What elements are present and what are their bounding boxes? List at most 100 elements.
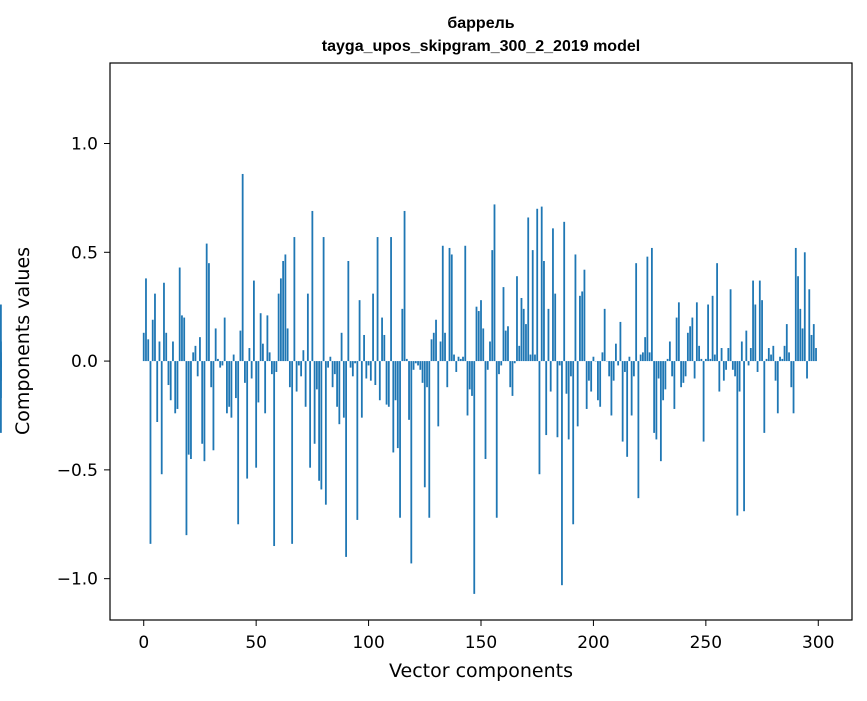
bar-192 xyxy=(575,254,577,361)
bar-12 xyxy=(170,361,172,400)
bar-71 xyxy=(302,350,304,361)
bar-163 xyxy=(509,361,511,387)
bar-139 xyxy=(455,361,457,372)
bar-162 xyxy=(507,326,509,361)
bar-263 xyxy=(734,361,736,376)
bar-28 xyxy=(206,244,208,361)
bar-99 xyxy=(365,361,367,378)
bar-298 xyxy=(813,324,815,361)
bar-246 xyxy=(696,302,698,361)
bar-94 xyxy=(354,361,356,363)
bar-225 xyxy=(649,352,651,361)
bar-191 xyxy=(572,361,574,524)
bar-169 xyxy=(523,309,525,361)
bar-253 xyxy=(712,296,714,361)
bar-75 xyxy=(311,211,313,361)
bar-59 xyxy=(275,361,277,372)
bar-280 xyxy=(772,346,774,361)
bar-209 xyxy=(613,361,615,381)
bar-146 xyxy=(471,361,473,396)
bar-25 xyxy=(199,337,201,361)
bar-258 xyxy=(723,361,725,381)
bar-26 xyxy=(201,361,203,444)
bar-18 xyxy=(183,318,185,362)
bar-104 xyxy=(377,237,379,361)
bar-228 xyxy=(655,361,657,439)
bar-282 xyxy=(777,361,779,413)
bar-93 xyxy=(352,361,354,376)
bar-187 xyxy=(563,222,565,361)
bar-46 xyxy=(246,361,248,478)
bar-152 xyxy=(485,361,487,459)
bar-172 xyxy=(530,355,532,362)
bar-83 xyxy=(329,357,331,361)
bar-112 xyxy=(395,361,397,400)
bar-105 xyxy=(379,361,381,400)
bar-37 xyxy=(226,361,228,413)
bar-237 xyxy=(676,318,678,362)
bar-48 xyxy=(251,361,253,378)
bar-278 xyxy=(768,348,770,361)
bar-185 xyxy=(559,361,561,365)
bar-189 xyxy=(568,361,570,439)
bar-244 xyxy=(691,318,693,362)
bar-61 xyxy=(280,278,282,361)
bar-144 xyxy=(467,361,469,415)
bar-114 xyxy=(399,361,401,518)
bar-296 xyxy=(808,289,810,361)
bar-41 xyxy=(235,361,237,398)
bar-65 xyxy=(289,361,291,387)
bar-140 xyxy=(458,357,460,361)
bar-283 xyxy=(779,357,781,361)
bar-88 xyxy=(341,333,343,361)
bar-120 xyxy=(413,361,415,370)
bar-130 xyxy=(435,320,437,361)
bar-31 xyxy=(213,361,215,450)
bar-57 xyxy=(271,361,273,374)
bar-42 xyxy=(237,361,239,524)
bar-145 xyxy=(469,361,471,389)
bar-138 xyxy=(453,355,455,362)
bar-155 xyxy=(491,250,493,361)
bar-288 xyxy=(790,361,792,387)
bar-168 xyxy=(521,298,523,361)
chart-subtitle: tayga_upos_skipgram_300_2_2019 model xyxy=(322,38,640,55)
bar-73 xyxy=(307,294,309,361)
bar-151 xyxy=(482,328,484,361)
bar-122 xyxy=(417,361,419,365)
bar-212 xyxy=(620,322,622,361)
bar-62 xyxy=(282,261,284,361)
bar-142 xyxy=(462,357,464,361)
bar-148 xyxy=(476,307,478,361)
bar-50 xyxy=(255,361,257,468)
bar-202 xyxy=(597,361,599,400)
bar-101 xyxy=(370,361,372,381)
bar-2 xyxy=(147,339,149,361)
bar-211 xyxy=(617,361,619,365)
bar-245 xyxy=(694,361,696,378)
bar-232 xyxy=(664,361,666,389)
bar-1 xyxy=(145,278,147,361)
bar-294 xyxy=(804,252,806,361)
bar-128 xyxy=(431,339,433,361)
bar-30 xyxy=(210,361,212,387)
bar-219 xyxy=(635,263,637,361)
bar-230 xyxy=(660,361,662,461)
bar-95 xyxy=(356,361,358,520)
bar-188 xyxy=(566,361,568,394)
bar-131 xyxy=(437,361,439,426)
bar-66 xyxy=(291,361,293,544)
bar-252 xyxy=(709,359,711,361)
bar-179 xyxy=(545,361,547,435)
bar-267 xyxy=(743,361,745,511)
bar-87 xyxy=(338,361,340,424)
bar-167 xyxy=(518,346,520,361)
bar-89 xyxy=(343,361,345,418)
bar-86 xyxy=(336,361,338,407)
bar-121 xyxy=(415,361,417,363)
bar-55 xyxy=(266,315,268,361)
bar-135 xyxy=(446,361,448,387)
x-tick-label: 0 xyxy=(138,633,149,653)
bar-218 xyxy=(633,361,635,376)
bar-289 xyxy=(793,361,795,413)
